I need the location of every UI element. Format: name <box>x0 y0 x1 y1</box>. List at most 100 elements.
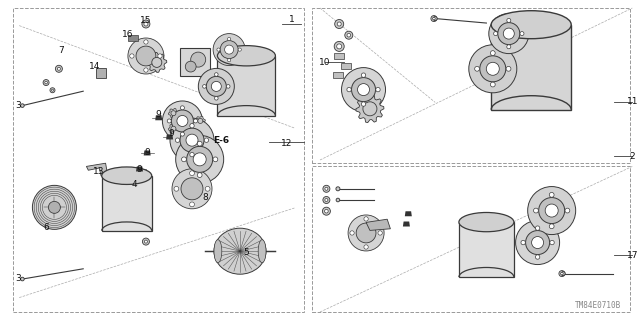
Circle shape <box>152 57 162 68</box>
Circle shape <box>325 198 328 202</box>
Text: 15: 15 <box>140 16 152 25</box>
Circle shape <box>58 67 60 70</box>
Circle shape <box>549 224 554 229</box>
Circle shape <box>33 185 76 229</box>
Circle shape <box>345 31 353 39</box>
Ellipse shape <box>218 46 275 66</box>
Text: 3: 3 <box>15 101 20 110</box>
Circle shape <box>507 45 511 49</box>
Circle shape <box>136 46 156 66</box>
Circle shape <box>128 38 164 74</box>
Circle shape <box>336 187 340 191</box>
Text: 8: 8 <box>202 193 207 202</box>
Circle shape <box>181 178 203 200</box>
Circle shape <box>180 128 204 152</box>
Text: 1: 1 <box>289 15 294 24</box>
Polygon shape <box>144 150 150 156</box>
Circle shape <box>176 135 224 183</box>
Ellipse shape <box>459 212 514 232</box>
Circle shape <box>189 202 195 207</box>
Circle shape <box>351 78 376 102</box>
Polygon shape <box>86 163 108 176</box>
Bar <box>492 25 572 110</box>
Bar <box>334 53 344 59</box>
Polygon shape <box>195 116 205 126</box>
Circle shape <box>20 277 24 281</box>
Text: 9: 9 <box>137 165 142 174</box>
Circle shape <box>561 272 565 276</box>
Text: 3: 3 <box>15 274 20 283</box>
Circle shape <box>337 44 342 49</box>
Circle shape <box>180 106 184 110</box>
Text: 10: 10 <box>319 58 331 67</box>
Circle shape <box>190 124 194 128</box>
Circle shape <box>347 87 351 92</box>
Circle shape <box>335 20 344 28</box>
Text: 12: 12 <box>281 139 292 148</box>
Circle shape <box>325 187 328 190</box>
Circle shape <box>536 255 540 259</box>
Circle shape <box>189 171 195 176</box>
Circle shape <box>177 116 188 126</box>
Circle shape <box>45 81 47 84</box>
Circle shape <box>336 198 340 202</box>
Circle shape <box>506 67 511 71</box>
Circle shape <box>498 23 520 44</box>
Circle shape <box>204 138 209 142</box>
Circle shape <box>217 48 220 51</box>
Circle shape <box>490 82 495 87</box>
Circle shape <box>493 32 498 36</box>
Bar <box>102 176 152 231</box>
Bar <box>13 8 304 312</box>
Circle shape <box>536 226 540 230</box>
Circle shape <box>362 102 365 106</box>
Circle shape <box>172 110 193 132</box>
Circle shape <box>324 209 328 213</box>
Circle shape <box>323 207 330 215</box>
Polygon shape <box>168 108 179 118</box>
Polygon shape <box>156 115 162 120</box>
Circle shape <box>187 146 212 172</box>
Circle shape <box>431 16 437 21</box>
Circle shape <box>130 54 134 58</box>
Circle shape <box>376 87 380 92</box>
Ellipse shape <box>214 240 222 263</box>
Circle shape <box>225 45 234 54</box>
Circle shape <box>171 126 176 131</box>
Bar <box>180 48 210 76</box>
Circle shape <box>193 119 198 123</box>
Text: 13: 13 <box>93 167 105 176</box>
Circle shape <box>545 204 558 217</box>
Polygon shape <box>405 211 412 216</box>
Ellipse shape <box>214 228 266 274</box>
Circle shape <box>213 157 218 162</box>
Circle shape <box>507 19 511 22</box>
Text: E-6: E-6 <box>212 136 229 145</box>
Circle shape <box>171 111 176 116</box>
Ellipse shape <box>258 240 266 263</box>
Ellipse shape <box>102 167 152 184</box>
Circle shape <box>521 240 525 245</box>
Circle shape <box>20 104 24 108</box>
Circle shape <box>433 17 435 20</box>
Bar <box>218 56 275 116</box>
Circle shape <box>193 153 206 166</box>
Circle shape <box>191 52 205 67</box>
Circle shape <box>172 169 212 209</box>
Circle shape <box>347 33 351 37</box>
Circle shape <box>337 22 341 26</box>
Polygon shape <box>356 95 384 123</box>
Bar <box>312 8 630 163</box>
Circle shape <box>525 230 550 255</box>
Circle shape <box>144 68 148 72</box>
Circle shape <box>323 196 330 204</box>
Circle shape <box>549 192 554 197</box>
Bar <box>459 222 514 277</box>
Circle shape <box>228 37 231 41</box>
Circle shape <box>145 240 147 243</box>
Circle shape <box>186 134 198 146</box>
Circle shape <box>175 138 180 142</box>
Text: 9: 9 <box>145 148 150 157</box>
Circle shape <box>364 217 368 221</box>
Text: 4: 4 <box>132 180 137 188</box>
